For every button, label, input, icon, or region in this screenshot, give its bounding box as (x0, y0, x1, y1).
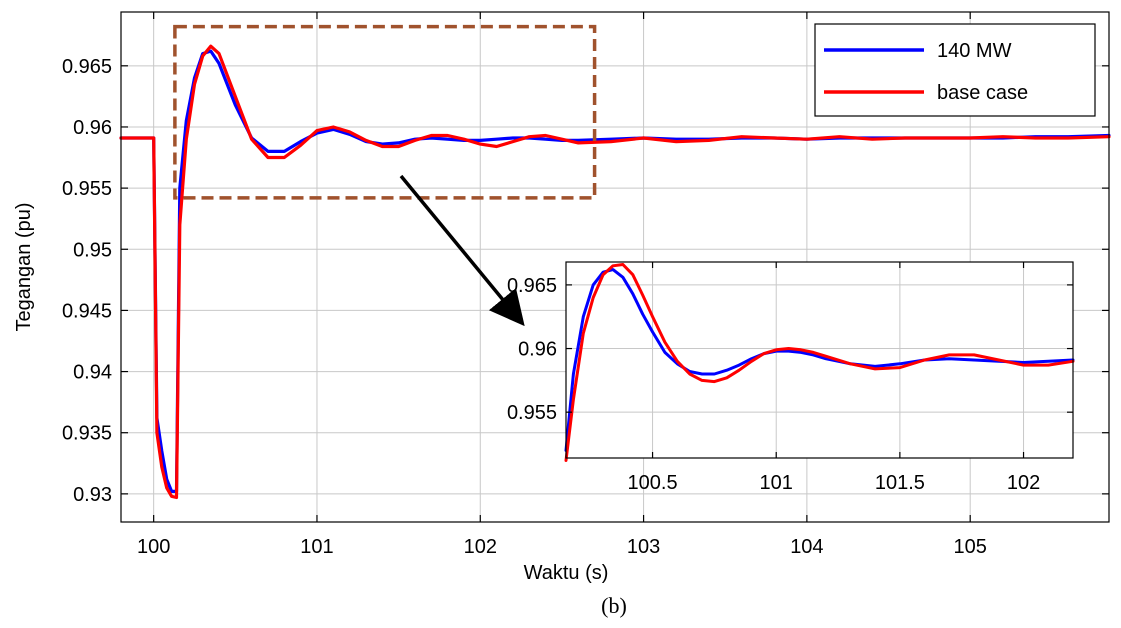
y-tick-label: 0.955 (62, 178, 112, 200)
inset-axes-frame (565, 261, 1074, 459)
x-tick-label: 104 (790, 536, 823, 558)
inset-x-tick-label: 100.5 (628, 472, 678, 494)
y-tick-label: 0.965 (62, 56, 112, 78)
series-line-2 (119, 44, 1111, 500)
inset-y-tick-label: 0.96 (518, 339, 557, 361)
inset-x-tick-label: 102 (1007, 472, 1040, 494)
x-tick-label: 102 (464, 536, 497, 558)
x-tick-label: 103 (627, 536, 660, 558)
y-axis-label: Tegangan (pu) (13, 203, 35, 332)
inset-grid (566, 262, 1073, 458)
x-axis-label: Waktu (s) (524, 562, 609, 584)
legend-label-2: base case (937, 82, 1028, 104)
y-tick-label: 0.96 (73, 117, 112, 139)
legend-box (814, 23, 1096, 117)
inset-series-line-2 (564, 263, 1075, 462)
y-tick-label: 0.935 (62, 423, 112, 445)
inset-y-tick-label: 0.965 (507, 275, 557, 297)
zoom-arrow (399, 174, 525, 327)
inset-y-tick-label: 0.955 (507, 402, 557, 424)
series-group (119, 44, 1111, 500)
zoom-highlight-box (173, 24, 597, 200)
x-tick-label: 100 (137, 536, 170, 558)
y-tick-label: 0.93 (73, 484, 112, 506)
y-tick-label: 0.94 (73, 362, 112, 384)
y-tick-label: 0.945 (62, 300, 112, 322)
legend-label-1: 140 MW (937, 40, 1012, 62)
x-tick-label: 101 (300, 536, 333, 558)
inset-x-tick-label: 101.5 (875, 472, 925, 494)
inset-series-group (564, 263, 1075, 462)
inset-series-line-1 (564, 268, 1075, 452)
y-tick-label: 0.95 (73, 239, 112, 261)
x-tick-label: 105 (954, 536, 987, 558)
inset-x-tick-label: 101 (760, 472, 793, 494)
axes-frame (120, 11, 1110, 523)
legend: 140 MW base case (814, 23, 1096, 117)
inset-plot: 100.5 101 101.5 102 0.955 0.96 0.965 (507, 261, 1075, 494)
figure-caption: (b) (601, 593, 627, 618)
